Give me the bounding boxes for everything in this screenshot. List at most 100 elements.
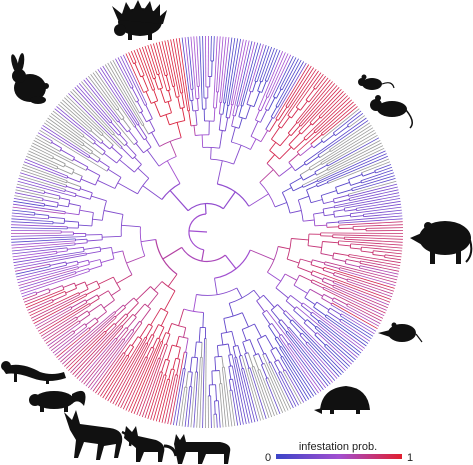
tree-branch <box>327 158 390 184</box>
tree-branch <box>116 108 120 111</box>
tree-branch <box>11 236 86 240</box>
tree-branch <box>66 185 80 192</box>
tree-branch <box>93 141 96 145</box>
tree-branch <box>213 414 215 428</box>
tree-branch <box>137 177 150 195</box>
tree-branch <box>128 130 138 143</box>
tree-branch <box>302 302 365 349</box>
tree-branch <box>348 173 363 180</box>
tree-branch <box>221 356 224 368</box>
tree-branch <box>271 126 281 140</box>
tree-branch <box>315 75 327 90</box>
tree-branch <box>97 353 126 396</box>
tree-branch <box>165 333 171 345</box>
tree-branch <box>265 117 273 130</box>
tree-branch <box>320 195 324 204</box>
tree-branch <box>343 208 346 212</box>
tree-branch <box>234 357 250 424</box>
tree-branch <box>76 85 111 124</box>
tree-branch <box>102 356 130 399</box>
tree-branch <box>278 372 297 407</box>
tree-branch <box>311 281 324 289</box>
tree-branch <box>295 72 322 108</box>
tree-branch <box>11 221 53 225</box>
tree-branch <box>72 171 83 177</box>
tree-branch <box>293 138 306 150</box>
tree-branch <box>211 370 213 385</box>
tree-branch <box>65 212 80 216</box>
tree-branch <box>326 226 339 228</box>
tree-branch <box>280 357 307 402</box>
tree-branch <box>112 276 121 290</box>
tree-branch <box>64 291 67 295</box>
tree-branch <box>226 38 239 106</box>
tree-branch <box>310 259 313 265</box>
tree-branch <box>214 356 217 371</box>
tree-branch <box>24 289 65 306</box>
tree-branch <box>310 279 313 283</box>
tree-branch <box>338 240 403 246</box>
tree-branch <box>332 300 380 327</box>
tree-branch <box>279 146 292 160</box>
tree-branch <box>150 44 160 75</box>
tree-branch <box>321 103 356 134</box>
tree-branch <box>344 209 357 212</box>
tree-branch <box>126 316 137 329</box>
tree-branch <box>18 268 79 286</box>
tree-branch <box>193 125 196 136</box>
tree-branch <box>270 350 277 362</box>
tree-branch <box>52 294 67 302</box>
tree-branch <box>45 320 80 344</box>
tree-branch <box>227 343 231 355</box>
tree-branch <box>144 371 161 419</box>
tree-branch <box>201 249 205 262</box>
tree-branch <box>64 190 77 195</box>
tree-branch <box>135 286 151 301</box>
tree-branch <box>19 175 66 190</box>
tree-branch <box>39 303 90 335</box>
tree-branch <box>359 267 398 278</box>
tree-branch <box>16 264 67 278</box>
tree-branch <box>97 179 116 189</box>
tree-branch <box>181 247 226 263</box>
tree-branch <box>274 202 287 208</box>
tree-branch <box>323 266 395 289</box>
tree-branch <box>241 355 261 421</box>
tree-branch <box>347 194 350 197</box>
tree-branch <box>161 281 176 292</box>
tree-branch <box>132 320 140 331</box>
tree-branch <box>49 261 66 266</box>
tree-branch <box>78 224 92 227</box>
tree-branch <box>325 261 398 281</box>
tree-branch <box>78 288 89 295</box>
tree-branch <box>210 35 212 62</box>
tree-branch <box>134 62 142 77</box>
tree-branch <box>151 346 155 349</box>
tree-branch <box>26 155 57 170</box>
tree-branch <box>196 357 201 428</box>
legend-max-label: 1 <box>407 452 413 464</box>
tree-branch <box>282 370 302 405</box>
tree-branch <box>97 290 109 298</box>
tree-branch <box>348 198 351 201</box>
tree-branch <box>81 81 135 145</box>
tree-branch <box>11 215 49 220</box>
tree-branch <box>141 75 149 91</box>
tree-branch <box>287 326 290 329</box>
tree-branch <box>333 211 335 218</box>
tree-branch <box>54 327 90 356</box>
tree-branch <box>56 329 91 358</box>
tree-branch <box>140 111 147 123</box>
tree-branch <box>264 48 278 81</box>
tree-branch <box>260 364 268 379</box>
tree-branch <box>324 213 335 217</box>
tree-branch <box>176 96 180 98</box>
tree-branch <box>40 127 89 158</box>
tree-branch <box>323 133 335 143</box>
tree-branch <box>60 101 92 130</box>
tree-branch <box>265 334 274 350</box>
tree-branch <box>264 54 292 110</box>
tree-branch <box>185 338 189 353</box>
tree-branch <box>220 333 224 345</box>
tree-branch <box>52 222 65 224</box>
